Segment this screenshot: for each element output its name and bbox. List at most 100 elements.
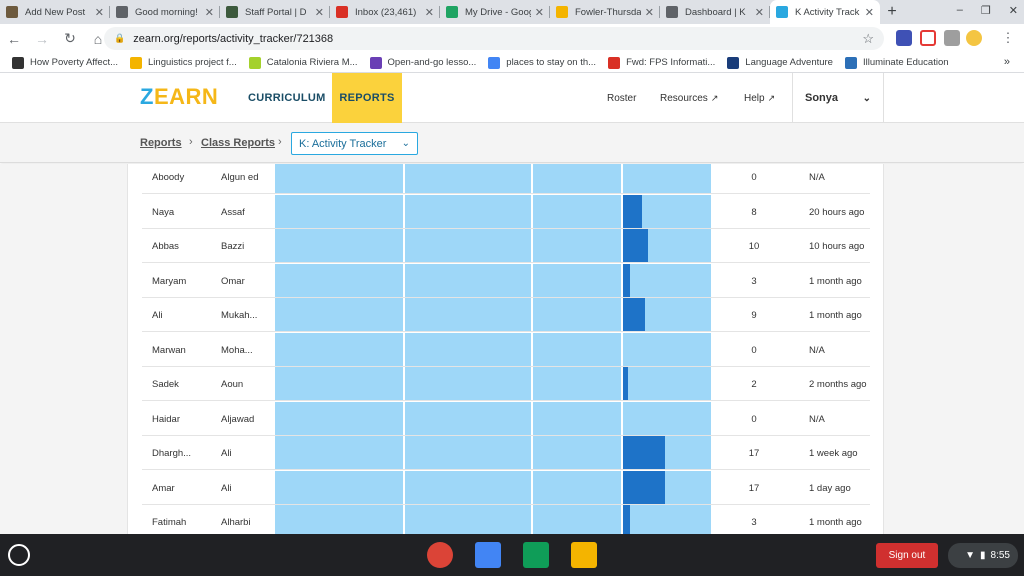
table-row[interactable]: Dhargh... Ali 17 1 week ago: [142, 436, 870, 470]
activity-cell[interactable]: [623, 194, 711, 228]
close-tab-icon[interactable]: ✕: [754, 6, 764, 19]
activity-cell[interactable]: [275, 332, 403, 366]
close-tab-icon[interactable]: ✕: [534, 6, 544, 19]
activity-cell[interactable]: [405, 401, 531, 435]
table-row[interactable]: Fatimah Alharbi 3 1 month ago: [142, 505, 870, 534]
activity-cell[interactable]: [623, 229, 711, 262]
breadcrumb-reports[interactable]: Reports: [140, 137, 182, 149]
table-row[interactable]: Ali Mukah... 9 1 month ago: [142, 298, 870, 332]
activity-cell[interactable]: [623, 505, 711, 534]
activity-cell[interactable]: [275, 298, 403, 331]
table-row[interactable]: Aboody Algun ed 0 N/A: [142, 164, 870, 194]
extension-cast-icon[interactable]: [920, 30, 936, 46]
browser-tab[interactable]: Good morning! ✕: [110, 0, 220, 24]
table-row[interactable]: Amar Ali 17 1 day ago: [142, 470, 870, 505]
table-row[interactable]: Haidar Aljawad 0 N/A: [142, 401, 870, 436]
activity-cell[interactable]: [533, 298, 621, 331]
nav-reports[interactable]: REPORTS: [332, 73, 402, 123]
close-tab-icon[interactable]: ✕: [424, 6, 434, 19]
reload-icon[interactable]: ↻: [64, 30, 76, 46]
user-menu[interactable]: Sonya ⌄: [792, 73, 884, 123]
menu-kebab-icon[interactable]: ⋮: [1001, 30, 1015, 45]
sign-out-button[interactable]: Sign out: [876, 543, 938, 568]
drive-icon[interactable]: [571, 542, 597, 568]
browser-tab[interactable]: K Activity Track ✕: [770, 0, 880, 24]
browser-tab[interactable]: Dashboard | K ✕: [660, 0, 770, 24]
docs-icon[interactable]: [475, 542, 501, 568]
activity-cell[interactable]: [533, 401, 621, 435]
activity-cell[interactable]: [275, 194, 403, 228]
activity-cell[interactable]: [275, 436, 403, 469]
activity-cell[interactable]: [405, 470, 531, 504]
activity-cell[interactable]: [405, 164, 531, 193]
activity-cell[interactable]: [405, 505, 531, 534]
extension-c-icon[interactable]: [896, 30, 912, 46]
activity-cell[interactable]: [275, 263, 403, 297]
table-row[interactable]: Naya Assaf 8 20 hours ago: [142, 194, 870, 229]
activity-cell[interactable]: [405, 229, 531, 262]
activity-cell[interactable]: [275, 470, 403, 504]
activity-cell[interactable]: [405, 367, 531, 400]
minimize-icon[interactable]: –: [956, 4, 963, 16]
roster-link[interactable]: Roster: [607, 92, 637, 104]
activity-cell[interactable]: [275, 164, 403, 193]
activity-cell[interactable]: [533, 229, 621, 262]
extension-puzzle-icon[interactable]: [944, 30, 960, 46]
status-tray[interactable]: ▼ ▮ 8:55: [948, 543, 1018, 568]
activity-cell[interactable]: [405, 194, 531, 228]
home-icon[interactable]: ⌂: [93, 30, 103, 47]
close-tab-icon[interactable]: ✕: [314, 6, 324, 19]
bookmark-item[interactable]: Illuminate Education: [844, 56, 949, 69]
sheets-icon[interactable]: [523, 542, 549, 568]
bookmark-item[interactable]: places to stay on th...: [488, 56, 596, 69]
activity-cell[interactable]: [405, 332, 531, 366]
report-select[interactable]: K: Activity Tracker ⌄: [291, 132, 418, 155]
table-row[interactable]: Marwan Moha... 0 N/A: [142, 332, 870, 367]
browser-tab[interactable]: Fowler-Thursda ✕: [550, 0, 660, 24]
bookmark-item[interactable]: How Poverty Affect...: [12, 56, 118, 69]
activity-cell[interactable]: [275, 505, 403, 534]
activity-cell[interactable]: [623, 401, 711, 435]
launcher-icon[interactable]: [8, 544, 30, 566]
new-tab-button[interactable]: +: [887, 3, 897, 20]
resources-link[interactable]: Resources ↗: [660, 73, 718, 123]
activity-cell[interactable]: [623, 436, 711, 469]
activity-cell[interactable]: [275, 401, 403, 435]
activity-cell[interactable]: [533, 263, 621, 297]
close-tab-icon[interactable]: ✕: [644, 6, 654, 19]
restore-icon[interactable]: ❐: [980, 5, 991, 17]
table-row[interactable]: Abbas Bazzi 10 10 hours ago: [142, 229, 870, 263]
bookmark-item[interactable]: Language Adventure: [727, 56, 833, 69]
close-tab-icon[interactable]: ✕: [204, 6, 214, 19]
activity-cell[interactable]: [533, 436, 621, 469]
activity-cell[interactable]: [623, 263, 711, 297]
activity-cell[interactable]: [623, 470, 711, 504]
bookmarks-more-icon[interactable]: »: [1003, 56, 1010, 68]
help-link[interactable]: Help ↗: [744, 73, 775, 123]
activity-cell[interactable]: [405, 263, 531, 297]
activity-cell[interactable]: [623, 367, 711, 400]
activity-cell[interactable]: [275, 367, 403, 400]
zearn-logo[interactable]: ZEARN: [140, 84, 218, 110]
browser-tab[interactable]: Staff Portal | D ✕: [220, 0, 330, 24]
activity-cell[interactable]: [623, 298, 711, 331]
activity-cell[interactable]: [623, 332, 711, 366]
close-window-icon[interactable]: ✕: [1008, 5, 1018, 17]
bookmark-item[interactable]: Open-and-go lesso...: [369, 56, 476, 69]
nav-curriculum[interactable]: CURRICULUM: [248, 92, 326, 104]
table-row[interactable]: Maryam Omar 3 1 month ago: [142, 263, 870, 298]
activity-cell[interactable]: [275, 229, 403, 262]
browser-tab[interactable]: Inbox (23,461) ✕: [330, 0, 440, 24]
activity-cell[interactable]: [533, 194, 621, 228]
bookmark-star-icon[interactable]: ☆: [862, 30, 874, 46]
browser-tab[interactable]: My Drive - Goog ✕: [440, 0, 550, 24]
activity-cell[interactable]: [405, 298, 531, 331]
chrome-icon[interactable]: [427, 542, 453, 568]
activity-cell[interactable]: [623, 164, 711, 193]
activity-cell[interactable]: [533, 332, 621, 366]
table-row[interactable]: Sadek Aoun 2 2 months ago: [142, 367, 870, 401]
activity-cell[interactable]: [533, 505, 621, 534]
address-bar[interactable]: 🔒 zearn.org/reports/activity_tracker/721…: [104, 27, 884, 50]
activity-cell[interactable]: [533, 367, 621, 400]
bookmark-item[interactable]: Fwd: FPS Informati...: [608, 56, 715, 69]
